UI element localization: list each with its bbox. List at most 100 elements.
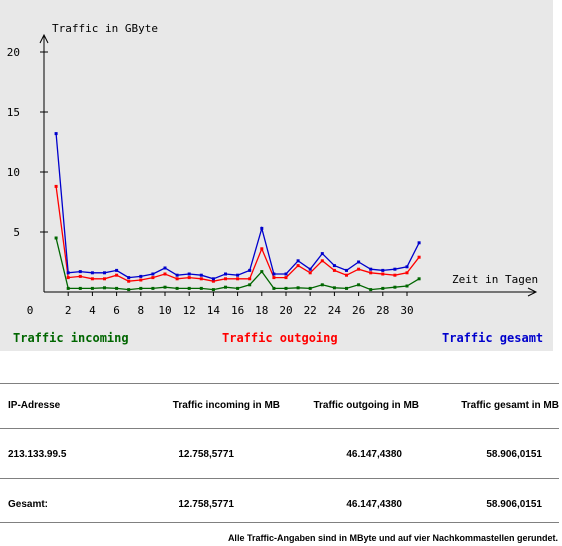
header-incoming: Traffic incoming in MB xyxy=(172,400,280,411)
data-point xyxy=(357,260,361,264)
series-layer xyxy=(54,132,421,292)
data-point xyxy=(296,286,300,290)
data-point xyxy=(320,283,324,287)
data-point xyxy=(236,286,240,290)
data-point xyxy=(103,286,106,290)
data-point xyxy=(187,272,191,276)
data-point xyxy=(405,271,409,275)
data-point xyxy=(78,286,82,290)
y-axis-arrow xyxy=(39,33,49,44)
data-point xyxy=(405,265,409,269)
data-point xyxy=(115,286,119,290)
data-point xyxy=(66,286,70,290)
x-tick-label: 16 xyxy=(231,304,244,317)
x-tick-label: 8 xyxy=(137,304,144,317)
data-point xyxy=(405,284,409,288)
series-line-gesamt xyxy=(55,133,420,280)
total-gesamt: 58.906,0151 xyxy=(486,499,542,510)
y-axis-label: Traffic in GByte xyxy=(52,22,158,35)
data-point xyxy=(78,274,82,278)
data-point xyxy=(66,276,70,280)
data-point xyxy=(163,266,167,270)
data-point xyxy=(211,279,215,283)
x-axis-label: Zeit in Tagen xyxy=(452,273,538,286)
total-incoming: 12.758,5771 xyxy=(178,499,234,510)
data-point xyxy=(66,271,70,275)
data-point xyxy=(272,276,276,280)
x-tick-label: 20 xyxy=(279,304,292,317)
data-point xyxy=(345,286,348,290)
data-point xyxy=(211,288,215,292)
data-point xyxy=(127,288,131,292)
x-axis-arrow xyxy=(527,287,538,297)
data-point xyxy=(187,286,191,290)
x-tick-label: 14 xyxy=(207,304,221,317)
data-point xyxy=(163,285,167,289)
data-point xyxy=(163,272,167,276)
data-point xyxy=(224,285,227,289)
data-point xyxy=(151,276,155,280)
data-point xyxy=(224,277,227,281)
data-point xyxy=(103,271,106,275)
data-point xyxy=(236,277,240,281)
data-point xyxy=(345,268,348,272)
data-point xyxy=(393,273,397,277)
total-label: Gesamt: xyxy=(8,499,49,510)
data-point xyxy=(90,277,94,281)
legend-outgoing: Traffic outgoing xyxy=(222,331,338,345)
data-point xyxy=(139,278,143,282)
x-tick-label: 18 xyxy=(255,304,268,317)
data-point xyxy=(248,283,252,287)
data-point xyxy=(260,270,264,274)
row-incoming: 12.758,5771 xyxy=(178,449,234,460)
data-point xyxy=(417,241,421,245)
legend-incoming: Traffic incoming xyxy=(13,331,129,345)
row-gesamt: 58.906,0151 xyxy=(486,449,542,460)
chart-panel: 0 5 10 15 20 2 4 6 8 10 12 14 16 18 20 22 24 26 28 30 Traff… xyxy=(0,0,553,351)
x-tick-label: 26 xyxy=(352,304,365,317)
data-point xyxy=(115,273,119,277)
data-point xyxy=(248,277,252,281)
data-point xyxy=(284,276,288,280)
header-ip: IP-Adresse xyxy=(8,400,61,411)
data-point xyxy=(393,285,397,289)
row-ip: 213.133.99.5 xyxy=(8,449,67,460)
data-point xyxy=(248,268,252,272)
data-point xyxy=(151,272,155,276)
header-gesamt: Traffic gesamt in MB xyxy=(461,400,559,411)
x-tick-label: 10 xyxy=(158,304,171,317)
x-tick-label: 2 xyxy=(65,304,72,317)
x-tick-label: 24 xyxy=(328,304,342,317)
y-tick-label: 10 xyxy=(7,166,20,179)
data-point xyxy=(369,267,373,271)
data-point xyxy=(199,273,203,277)
data-point xyxy=(345,273,348,277)
data-point xyxy=(54,236,58,240)
data-point xyxy=(381,268,385,272)
data-point xyxy=(381,272,385,276)
data-point xyxy=(103,277,106,281)
data-point xyxy=(151,286,155,290)
data-point xyxy=(296,259,300,263)
divider xyxy=(0,478,559,479)
data-point xyxy=(417,277,421,281)
data-point xyxy=(139,286,143,290)
data-point xyxy=(127,276,131,280)
x-tick-label: 6 xyxy=(113,304,120,317)
data-point xyxy=(272,286,276,290)
y-tick-label: 20 xyxy=(7,46,20,59)
data-point xyxy=(320,252,324,256)
x-tick-label: 4 xyxy=(89,304,96,317)
data-point xyxy=(393,267,397,271)
y-tick-label: 0 xyxy=(27,304,34,317)
data-point xyxy=(284,286,288,290)
data-point xyxy=(296,264,300,268)
data-point xyxy=(78,270,82,274)
divider xyxy=(0,383,559,384)
data-point xyxy=(308,286,312,290)
x-tick-label: 28 xyxy=(376,304,389,317)
data-point xyxy=(357,283,361,287)
data-point xyxy=(417,255,421,259)
